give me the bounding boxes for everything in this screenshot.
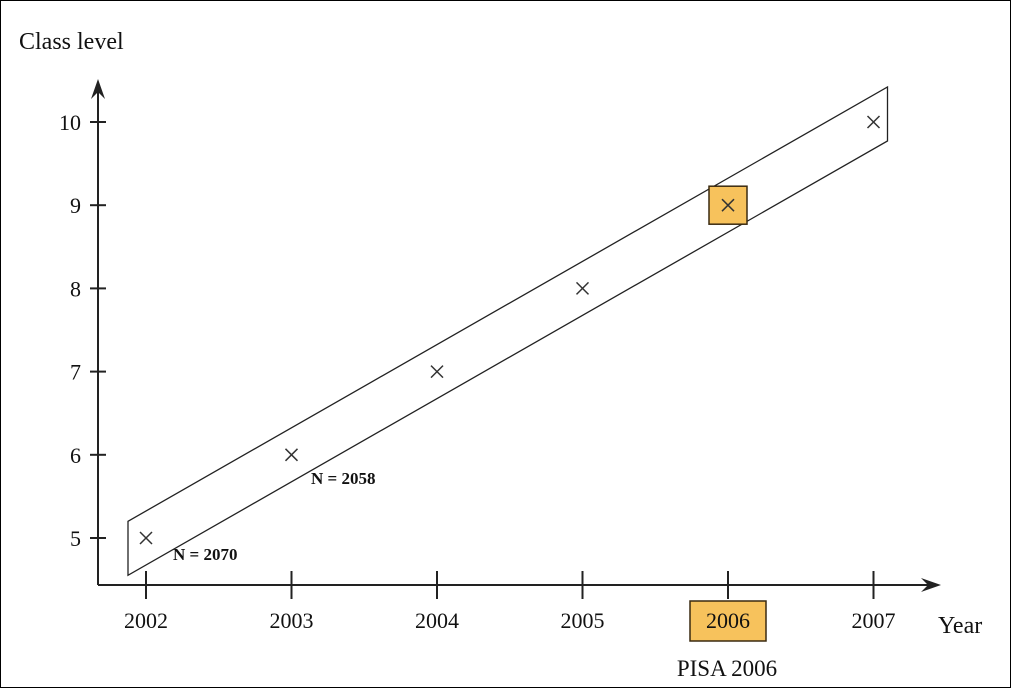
x-tick-label-2002: 2002 [124, 608, 168, 633]
highlight-year-box [689, 600, 767, 642]
y-tick-label-8: 8 [70, 276, 81, 301]
x-tick-label-2004: 2004 [415, 608, 459, 633]
pisa-2006-caption: PISA 2006 [677, 656, 777, 681]
data-point-2007-stroke-b [866, 115, 881, 129]
data-point-2003 [284, 448, 299, 462]
x-tick-label-2006: 2006 [706, 608, 750, 633]
trend-band [127, 85, 889, 577]
y-axis-title: Class level [19, 29, 124, 55]
annotation-n-2070: N = 2070 [173, 545, 237, 564]
y-tick-label-10: 10 [59, 110, 81, 135]
data-point-2005-stroke-b [575, 281, 590, 295]
data-point-2006-stroke-b [721, 198, 735, 212]
data-point-2005 [575, 281, 590, 295]
data-point-2002-stroke-b [139, 531, 153, 545]
y-tick-label-7: 7 [70, 360, 81, 385]
data-point-2004 [430, 365, 444, 379]
x-tick-label-2005: 2005 [561, 608, 605, 633]
data-point-2007 [866, 115, 881, 129]
data-point-2003-stroke-b [284, 448, 299, 462]
data-point-2004-stroke-b [430, 365, 444, 379]
y-tick-label-9: 9 [70, 193, 81, 218]
x-axis-title: Year [938, 613, 982, 639]
y-tick-label-6: 6 [70, 443, 81, 468]
annotation-n-2058: N = 2058 [311, 469, 375, 488]
x-axis-arrow [921, 578, 941, 592]
data-point-2006 [721, 198, 735, 212]
y-axis-arrow [91, 79, 105, 99]
y-tick-label-5: 5 [70, 526, 81, 551]
data-point-2002 [139, 531, 153, 545]
x-tick-label-2003: 2003 [270, 608, 314, 633]
x-tick-label-2007: 2007 [852, 608, 896, 633]
